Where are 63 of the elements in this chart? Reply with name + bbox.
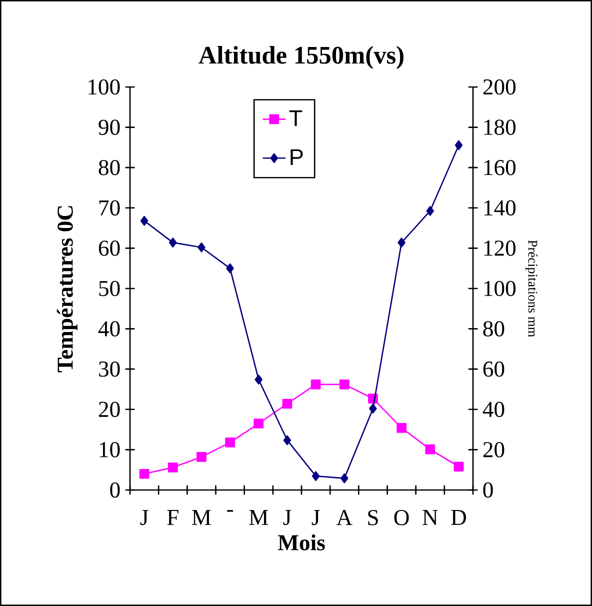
y2-tick-label: 100 [484,280,516,296]
y-axis-title: Températures 0C [56,206,78,372]
point [198,242,206,252]
x-tick-label: J [140,510,148,526]
point [398,238,406,248]
point [225,438,235,448]
point [369,404,377,414]
x-tick-label: N [422,510,438,525]
y-tick-label: 100 [88,79,120,95]
point [169,238,177,248]
y2-axis-title: Précipitations mm [526,240,538,337]
point [226,263,234,274]
y2-tick-label: 80 [483,321,504,336]
chart-title: Altitude 1550m(vs) [198,46,404,69]
y-tick-label: 50 [99,280,120,296]
point [254,418,264,428]
y2-tick-label: 140 [484,200,516,216]
y-tick-label: 0 [110,482,120,498]
x-axis-title: Mois [278,534,325,550]
y-tick-label: 40 [98,321,120,336]
x-tick-label: J [283,510,292,526]
point [283,435,292,446]
point [282,398,292,409]
point [168,462,178,472]
point [340,473,348,484]
point [140,216,148,226]
x-tick-label: O [394,510,409,526]
y2-tick-label: 120 [484,240,516,256]
point [254,374,262,385]
y2-tick-label: 160 [484,160,516,176]
point [396,423,406,433]
y-tick-label: 30 [99,361,120,377]
x-tick-label: - [227,510,234,512]
y-tick-label: 20 [98,402,120,418]
y-tick-label: 10 [100,442,120,458]
x-tick-label: D [451,510,466,525]
point [426,206,434,216]
legend-label: P [290,149,303,165]
x-tick-label: M [192,510,211,525]
point [139,468,150,479]
y-tick-label: 80 [98,160,120,176]
y-tick-label: 90 [98,120,120,135]
y2-tick-label: 40 [482,402,504,418]
point [425,444,436,454]
point [196,452,206,462]
x-tick-label: S [368,510,378,526]
y-tick-label: 70 [99,200,120,216]
y2-tick-label: 20 [483,442,504,458]
x-tick-label: A [336,510,352,526]
point [339,379,350,390]
legend-label: T [289,110,302,126]
point [312,471,320,482]
point [310,379,321,390]
x-tick-label: M [249,510,268,525]
y2-tick-label: 60 [483,361,504,377]
y2-tick-label: 180 [484,120,516,135]
y-tick-label: 60 [98,240,120,256]
y2-tick-label: 200 [483,79,516,95]
x-tick-label: J [312,510,320,526]
point [454,462,464,472]
x-tick-label: F [167,510,178,525]
y2-tick-label: 0 [483,482,493,498]
point [454,140,463,150]
